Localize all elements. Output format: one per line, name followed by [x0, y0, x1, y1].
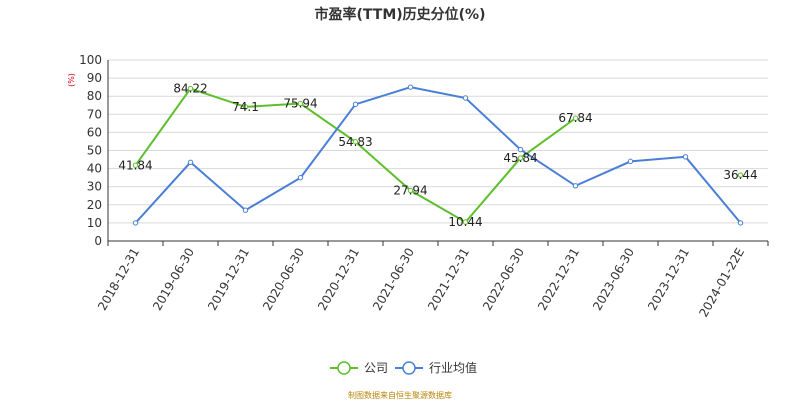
data-point [132, 162, 139, 168]
y-tick-label: 60 [87, 125, 102, 139]
y-tick-label: 80 [87, 89, 102, 103]
y-tick-label: 50 [87, 144, 102, 158]
x-tick-label: 2024-01-22E [696, 246, 747, 320]
y-tick-label: 30 [87, 180, 102, 194]
data-label: 36.44 [723, 168, 757, 182]
data-point [572, 115, 579, 121]
x-tick-label: 2020-12-31 [315, 246, 362, 313]
data-point [352, 139, 359, 145]
x-tick-label: 2021-06-30 [370, 246, 417, 313]
x-tick-label: 2020-06-30 [260, 246, 307, 313]
legend-swatch-marker [337, 361, 351, 375]
y-tick-label: 100 [79, 53, 102, 67]
data-point [407, 187, 414, 194]
y-tick-label: 10 [87, 216, 102, 230]
y-tick-label: 0 [94, 234, 102, 248]
x-tick-label: 2019-12-31 [205, 246, 252, 313]
x-tick-label: 2023-12-31 [645, 246, 692, 313]
data-point [517, 155, 524, 161]
chart-title: 市盈率(TTM)历史分位(%) [314, 7, 486, 23]
data-point [242, 207, 249, 213]
data-point [352, 101, 359, 108]
data-point [187, 85, 194, 92]
data-source-note: 制图数据来自恒生聚源数据库 [348, 391, 452, 400]
data-point [737, 172, 744, 178]
data-point [297, 100, 304, 107]
data-label: 10.44 [448, 215, 482, 229]
data-point [462, 95, 469, 101]
data-point [407, 84, 414, 90]
x-tick-label: 2021-12-31 [425, 246, 472, 313]
data-point [682, 154, 689, 160]
x-tick-label: 2019-06-30 [150, 246, 197, 313]
data-label: 74.1 [232, 100, 259, 114]
data-point [297, 174, 304, 181]
y-axis-unit: (%) [67, 73, 76, 87]
legend-label: 公司 [364, 361, 388, 375]
data-point [242, 104, 249, 110]
data-label: 27.94 [393, 183, 427, 197]
x-tick-label: 2022-06-30 [480, 246, 527, 313]
series-line-0 [136, 89, 741, 223]
data-point [737, 220, 744, 226]
y-tick-label: 70 [87, 107, 102, 121]
x-tick-label: 2023-06-30 [590, 246, 637, 313]
y-tick-label: 90 [87, 71, 102, 85]
data-label: 54.83 [338, 135, 372, 149]
data-point [627, 158, 634, 165]
series-line-1 [134, 86, 742, 224]
legend-label: 行业均值 [429, 360, 477, 375]
data-label: 84.22 [173, 82, 207, 96]
data-label: 45.84 [503, 151, 537, 165]
y-tick-label: 20 [87, 198, 102, 212]
y-tick-label: 40 [87, 162, 102, 176]
data-label: 67.84 [558, 111, 592, 125]
x-tick-label: 2022-12-31 [535, 246, 582, 313]
data-point [132, 220, 139, 226]
data-label: 75.94 [283, 97, 317, 111]
legend-swatch-marker [402, 361, 416, 375]
data-point [187, 159, 194, 165]
data-point [572, 183, 579, 189]
data-point [462, 219, 469, 225]
x-tick-label: 2018-12-31 [95, 246, 142, 313]
data-point [517, 146, 524, 153]
data-label: 41.84 [118, 158, 152, 172]
